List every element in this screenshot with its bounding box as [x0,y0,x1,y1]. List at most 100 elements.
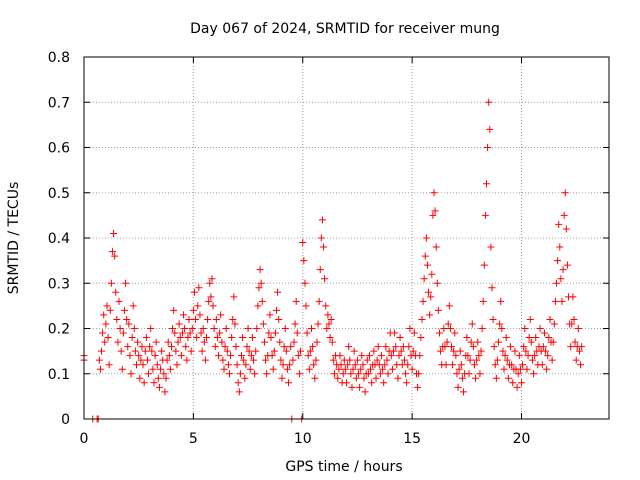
data-point [314,320,322,328]
data-point [337,361,345,369]
data-point [174,338,182,346]
data-point [321,275,329,283]
data-point [175,320,183,328]
data-point [161,388,169,396]
data-point [95,356,103,364]
data-point [255,284,263,292]
data-point [380,379,388,387]
data-point [220,365,228,373]
x-tick-labels: 0 5 10 15 20 [80,431,531,447]
data-point [414,383,422,391]
data-point [544,352,552,360]
data-point [275,315,283,323]
data-point [469,343,477,351]
data-point [368,379,376,387]
data-point [559,266,567,274]
data-point [499,347,507,355]
data-point [139,361,147,369]
data-point [476,370,484,378]
data-point [403,379,411,387]
data-point [100,311,108,319]
data-point [550,320,558,328]
data-point [454,383,462,391]
data-point [152,338,160,346]
x-tick-label: 5 [189,431,198,447]
data-point [490,343,498,351]
data-point [306,347,314,355]
data-point [267,334,275,342]
data-point [151,352,159,360]
data-point [223,347,231,355]
data-point [206,279,214,287]
data-point [470,361,478,369]
data-point [183,356,191,364]
data-point [472,374,480,382]
data-point [503,356,511,364]
data-point [209,302,217,310]
data-point [364,370,372,378]
data-point [229,315,237,323]
data-point [213,334,221,342]
data-point [160,370,168,378]
data-point [440,325,448,332]
data-point [173,361,181,369]
data-point [502,334,510,342]
data-point [491,361,499,369]
data-point [199,325,207,332]
data-point [387,352,395,360]
data-point [294,352,302,360]
data-point [523,365,531,373]
data-point [515,352,523,360]
data-point [289,356,297,364]
data-point [543,365,551,373]
data-point [329,356,337,364]
data-point [569,293,577,301]
data-point [425,288,433,296]
data-point [200,338,208,346]
data-point [509,379,517,387]
data-point [423,261,431,269]
data-point [155,383,163,391]
data-point [246,365,254,373]
data-point [273,306,280,314]
data-point [521,325,529,332]
data-point [441,343,449,351]
data-point [449,361,457,369]
data-point [157,365,165,373]
data-point [187,347,195,355]
data-point [262,356,270,364]
data-point [395,352,403,360]
data-point [496,320,504,328]
y-tick-label: 0.8 [48,50,70,66]
data-point [190,288,198,296]
data-point [379,365,387,373]
data-point [536,325,544,332]
data-point [269,365,277,373]
data-point [105,361,113,369]
data-point [437,347,445,355]
data-point [276,338,284,346]
data-point [417,334,425,342]
data-point [283,365,291,373]
data-point [522,347,530,355]
data-point [452,352,460,360]
data-point [195,284,203,292]
data-point [484,144,492,151]
data-point [568,320,576,328]
data-point [277,356,285,364]
data-point [99,329,107,337]
data-point [126,352,134,360]
data-point [373,356,381,364]
data-point [418,315,426,323]
data-point [553,279,560,287]
data-point [538,361,546,369]
y-tick-labels: 0 0.1 0.2 0.3 0.4 0.5 0.6 0.7 0.8 [48,50,70,428]
data-point [181,325,189,332]
data-point [124,343,132,351]
data-point [495,338,503,346]
data-point [518,379,525,387]
data-point [528,356,536,364]
data-point [127,370,135,378]
data-point [102,320,110,328]
data-point [244,325,252,332]
